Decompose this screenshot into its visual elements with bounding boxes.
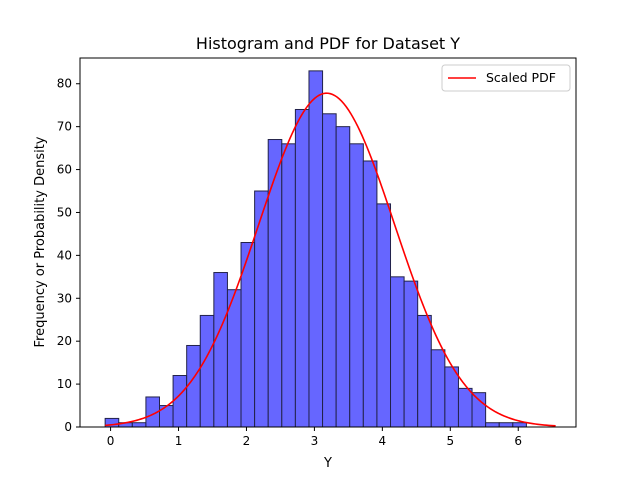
x-tick-label: 3	[311, 434, 319, 448]
y-tick-label: 80	[57, 77, 72, 91]
histogram-bar	[199, 314, 215, 428]
histogram-bar	[186, 344, 201, 428]
histogram-bar	[457, 387, 473, 428]
x-tick-label: 0	[107, 434, 115, 448]
legend-box	[441, 64, 571, 92]
y-tick-label: 70	[57, 120, 72, 134]
histogram-bar	[131, 422, 147, 428]
histogram-bar	[362, 160, 378, 428]
x-tick-label: 6	[514, 434, 522, 448]
histogram-bar	[294, 108, 310, 428]
x-axis-ticks: 0 1 2 3 4 5 6	[107, 427, 522, 448]
x-tick-label: 1	[175, 434, 183, 448]
y-axis-ticks: 0 10 20 30 40 50 60 70 80	[57, 77, 80, 434]
y-tick-label: 40	[57, 248, 72, 262]
histogram-bar	[498, 422, 514, 428]
histogram-bar	[322, 113, 337, 428]
pdf-curve-group	[105, 92, 556, 427]
histogram-bar	[376, 203, 392, 428]
y-axis-label: Frequency or Probability Density	[33, 136, 48, 347]
histogram-bar	[213, 272, 228, 428]
histogram-bar	[226, 289, 242, 428]
y-tick-label: 20	[57, 334, 72, 348]
histogram-bar	[254, 190, 269, 428]
histogram-bar	[512, 422, 527, 428]
chart-title: Histogram and PDF for Dataset Y	[196, 34, 460, 53]
y-tick-label: 0	[64, 420, 72, 434]
histogram-bar	[471, 392, 487, 428]
histogram-bar	[485, 422, 500, 428]
histogram-bar	[308, 70, 324, 428]
pdf-curve-line	[105, 92, 556, 427]
histogram-bar	[349, 143, 364, 428]
histogram-bar	[172, 375, 188, 428]
y-tick-label: 50	[57, 205, 72, 219]
histogram-bar	[281, 143, 296, 428]
plot-frame	[79, 57, 577, 428]
y-tick-label: 60	[57, 163, 72, 177]
histogram-bar	[390, 276, 405, 428]
x-tick-label: 4	[379, 434, 387, 448]
y-tick-label: 10	[57, 377, 72, 391]
x-axis-label: Y	[323, 456, 332, 471]
histogram-bar	[444, 366, 459, 428]
x-tick-label: 2	[243, 434, 251, 448]
histogram-bar	[403, 280, 419, 428]
y-tick-label: 30	[57, 291, 72, 305]
histogram-bar	[267, 139, 283, 428]
histogram-bar	[430, 349, 446, 428]
histogram-bar	[335, 126, 351, 428]
histogram-bar	[417, 314, 432, 428]
legend-label: Scaled PDF	[486, 70, 556, 85]
legend: Scaled PDF	[441, 64, 571, 92]
x-tick-label: 5	[446, 434, 454, 448]
